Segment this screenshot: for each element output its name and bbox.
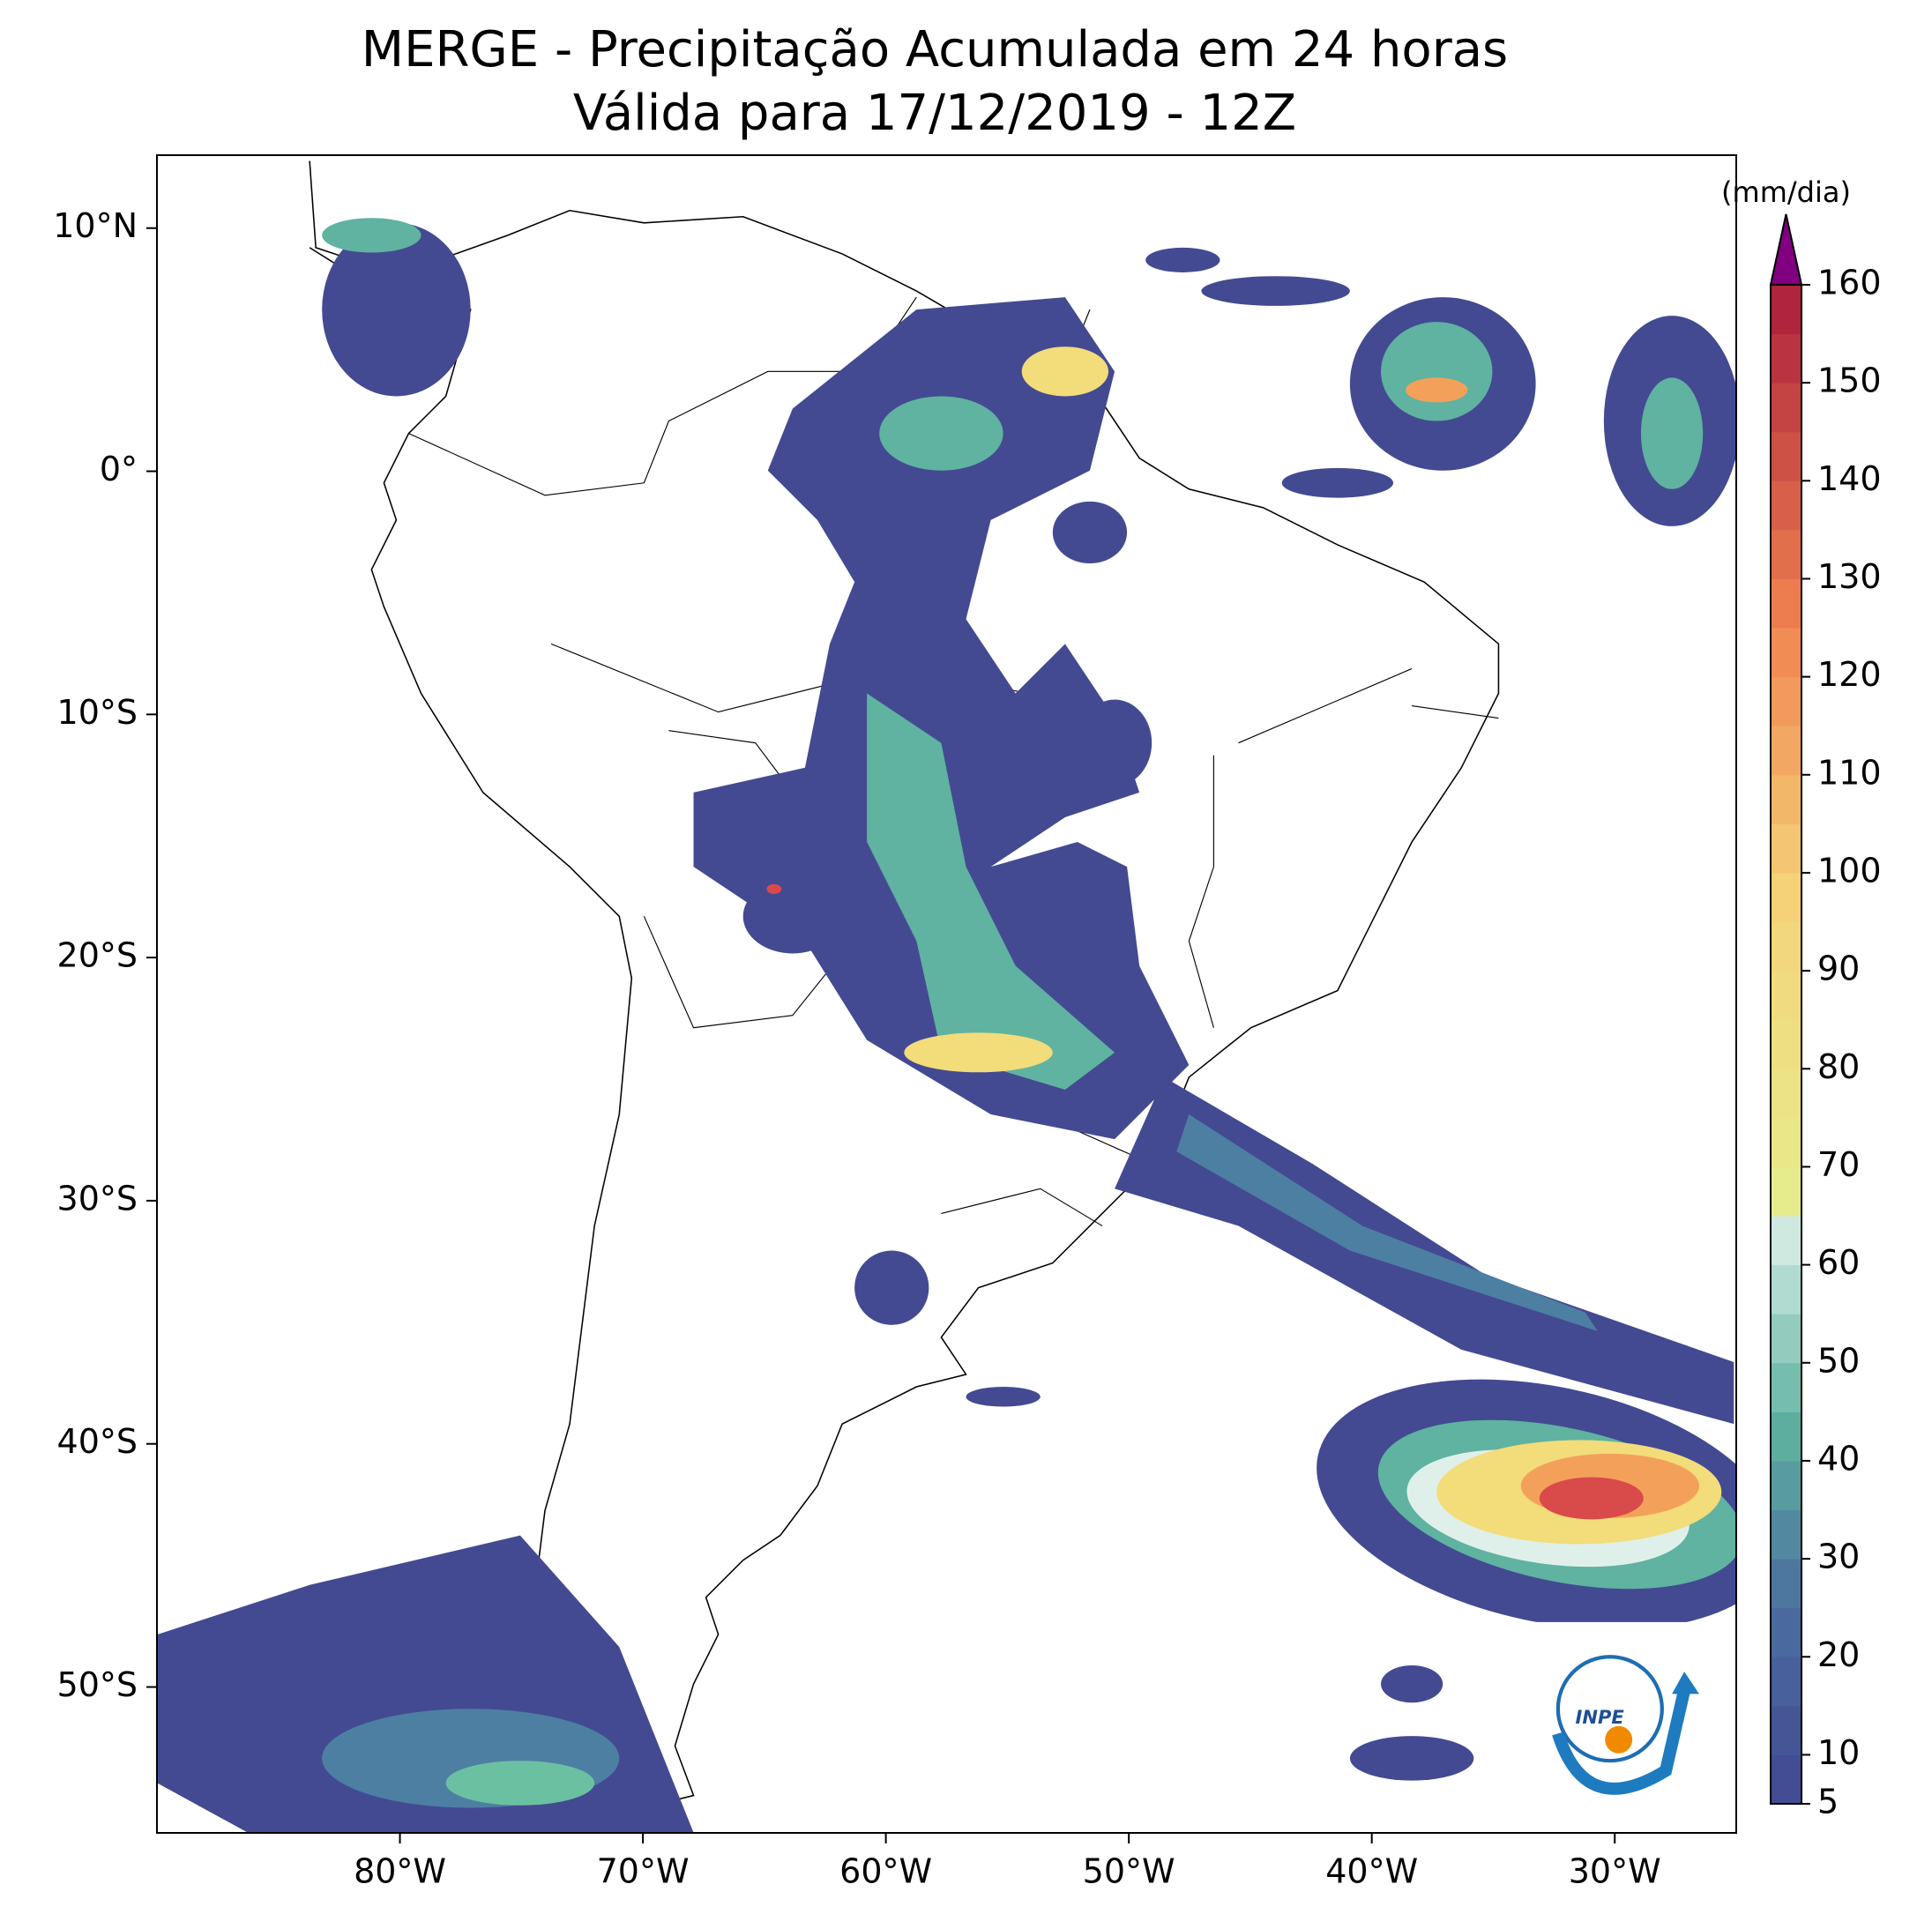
colorbar-band <box>1771 1362 1801 1412</box>
colorbar-band <box>1771 285 1801 335</box>
colorbar-tick-label: 140 <box>1817 459 1882 498</box>
precipitation <box>157 218 1736 1833</box>
colorbar-label: (mm/dia) <box>1721 175 1851 209</box>
x-tick-label: 30°W <box>1569 1852 1661 1891</box>
colorbar-band <box>1771 676 1801 726</box>
colorbar-band <box>1771 1314 1801 1364</box>
colorbar-band <box>1771 529 1801 579</box>
colorbar-band <box>1771 1216 1801 1266</box>
colorbar-band <box>1771 726 1801 776</box>
logo-box <box>1529 1621 1719 1827</box>
colorbar-band <box>1771 1019 1801 1069</box>
colorbar-band <box>1771 333 1801 384</box>
colorbar-band <box>1771 1509 1801 1560</box>
colorbar-band <box>1771 1264 1801 1314</box>
colorbar-band <box>1771 1559 1801 1609</box>
title-line: MERGE - Precipitação Acumulada em 24 hor… <box>362 21 1508 78</box>
colorbar-band <box>1771 480 1801 531</box>
colorbar-band <box>1771 1069 1801 1119</box>
colorbar-band <box>1771 578 1801 629</box>
colorbar-band <box>1771 1607 1801 1657</box>
colorbar-band <box>1771 628 1801 678</box>
colorbar-tick-label: 160 <box>1817 264 1882 302</box>
y-tick-label: 20°S <box>57 936 138 975</box>
colorbar-band <box>1771 1705 1801 1755</box>
colorbar-band <box>1771 1117 1801 1167</box>
colorbar-band <box>1771 823 1801 874</box>
colorbar-tick-label: 80 <box>1817 1047 1860 1086</box>
colorbar-tick-label: 150 <box>1817 361 1882 400</box>
colorbar-band <box>1771 774 1801 824</box>
logo-ring <box>1555 1655 1664 1763</box>
map-frame <box>156 154 1737 1834</box>
colorbar-band <box>1771 431 1801 481</box>
colorbar-tick-label: 40 <box>1817 1439 1860 1478</box>
logo-arrow <box>1552 1688 1690 1795</box>
y-tick-label: 10°S <box>57 693 138 732</box>
y-tick-label: 0° <box>100 450 138 488</box>
colorbar-tick-label: 70 <box>1817 1145 1860 1184</box>
colorbar-band <box>1771 1657 1801 1707</box>
y-tick-label: 50°S <box>57 1665 138 1704</box>
colorbar-band <box>1771 921 1801 972</box>
colorbar-band <box>1771 1754 1801 1805</box>
title-line: Válida para 17/12/2019 - 12Z <box>573 85 1296 142</box>
logo-text: INPE <box>1576 1706 1625 1728</box>
colorbar-tick-label: 10 <box>1817 1733 1860 1772</box>
logo-dot <box>1605 1725 1633 1754</box>
colorbar-tick-label: 130 <box>1817 557 1882 596</box>
y-tick-label: 30°S <box>57 1179 138 1218</box>
colorbar-band <box>1771 872 1801 923</box>
colorbar-tick-label: 60 <box>1817 1243 1860 1282</box>
colorbar-tick-label: 50 <box>1817 1341 1860 1380</box>
x-tick-label: 40°W <box>1325 1852 1418 1891</box>
colorbar-tick-label: 120 <box>1817 655 1882 694</box>
colorbar-extend <box>1769 213 1803 286</box>
colorbar-band <box>1771 383 1801 433</box>
map-area: INPE <box>157 160 1736 1833</box>
x-tick-label: 50°W <box>1083 1852 1175 1891</box>
colorbar-band <box>1771 1411 1801 1462</box>
colorbar-tick-label: 30 <box>1817 1538 1860 1576</box>
colorbar-tick-label: 20 <box>1817 1635 1860 1674</box>
colorbar-tick-label: 110 <box>1817 753 1882 792</box>
x-tick-label: 60°W <box>839 1852 932 1891</box>
logo-arrow-head <box>1672 1672 1699 1694</box>
colorbar-band <box>1771 1166 1801 1217</box>
colorbar-tick-label: 5 <box>1817 1783 1839 1821</box>
x-tick-label: 80°W <box>354 1852 446 1891</box>
colorbar-tick-label: 100 <box>1817 851 1882 890</box>
y-tick-label: 10°N <box>53 206 138 245</box>
map-layers: INPE <box>157 160 1736 1833</box>
colorbar-frame <box>1770 284 1802 1805</box>
y-tick-label: 40°S <box>57 1422 138 1461</box>
colorbar-band <box>1771 1460 1801 1511</box>
x-tick-label: 70°W <box>597 1852 690 1891</box>
colorbar-band <box>1771 971 1801 1021</box>
colorbar-tick-label: 90 <box>1817 950 1860 988</box>
